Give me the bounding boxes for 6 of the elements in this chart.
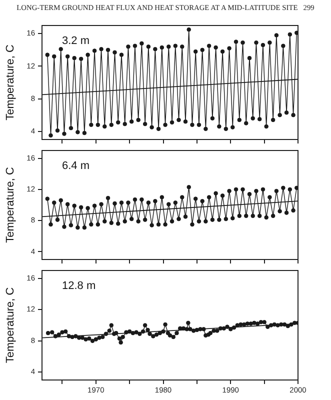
annotation: 12.8 m: [62, 280, 96, 292]
annotation: 6.4 m: [62, 160, 90, 172]
y-axis-title: Temperature, C: [4, 167, 17, 243]
annotation: 3.2 m: [62, 35, 90, 48]
y-axis-title: Temperature, C: [4, 287, 17, 364]
y-axis-title: Temperature, C: [4, 44, 17, 120]
